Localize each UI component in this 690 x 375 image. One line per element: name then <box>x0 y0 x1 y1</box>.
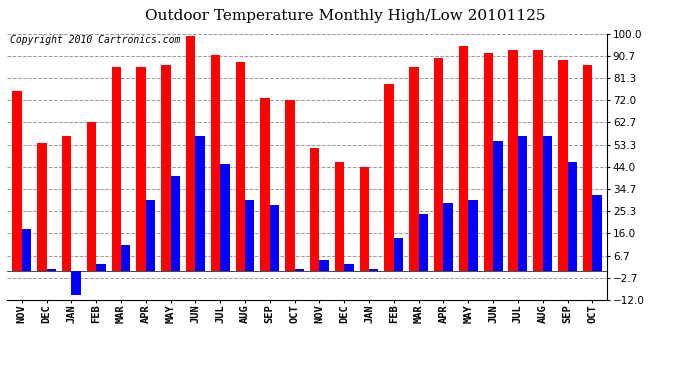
Bar <box>47 269 56 272</box>
Bar <box>484 53 493 272</box>
Bar <box>335 162 344 272</box>
Bar <box>567 162 577 272</box>
Bar <box>195 136 205 272</box>
Bar <box>359 167 369 272</box>
Bar <box>543 136 552 272</box>
Bar <box>444 202 453 272</box>
Bar <box>211 55 220 272</box>
Bar <box>369 269 379 272</box>
Bar <box>186 36 195 272</box>
Bar <box>12 91 22 272</box>
Bar <box>344 264 354 272</box>
Bar <box>434 57 444 272</box>
Bar <box>419 214 428 272</box>
Bar <box>384 84 394 272</box>
Bar <box>459 46 469 272</box>
Text: Copyright 2010 Cartronics.com: Copyright 2010 Cartronics.com <box>10 35 180 45</box>
Bar <box>409 67 419 272</box>
Bar <box>310 148 319 272</box>
Bar <box>270 205 279 272</box>
Bar <box>146 200 155 272</box>
Bar <box>245 200 255 272</box>
Bar <box>170 176 180 272</box>
Bar <box>22 229 31 272</box>
Bar <box>87 122 96 272</box>
Bar <box>394 238 403 272</box>
Bar <box>137 67 146 272</box>
Bar <box>493 141 502 272</box>
Bar <box>509 50 518 272</box>
Bar <box>62 136 71 272</box>
Bar <box>558 60 567 272</box>
Bar <box>518 136 527 272</box>
Bar <box>260 98 270 272</box>
Bar <box>533 50 543 272</box>
Bar <box>235 62 245 272</box>
Bar <box>583 64 592 272</box>
Bar <box>319 260 329 272</box>
Bar <box>96 264 106 272</box>
Bar <box>71 272 81 295</box>
Bar <box>161 64 170 272</box>
Bar <box>469 200 477 272</box>
Bar <box>121 245 130 272</box>
Text: Outdoor Temperature Monthly High/Low 20101125: Outdoor Temperature Monthly High/Low 201… <box>145 9 545 23</box>
Bar <box>220 165 230 272</box>
Bar <box>295 269 304 272</box>
Bar <box>37 143 47 272</box>
Bar <box>112 67 121 272</box>
Bar <box>592 195 602 272</box>
Bar <box>285 100 295 272</box>
